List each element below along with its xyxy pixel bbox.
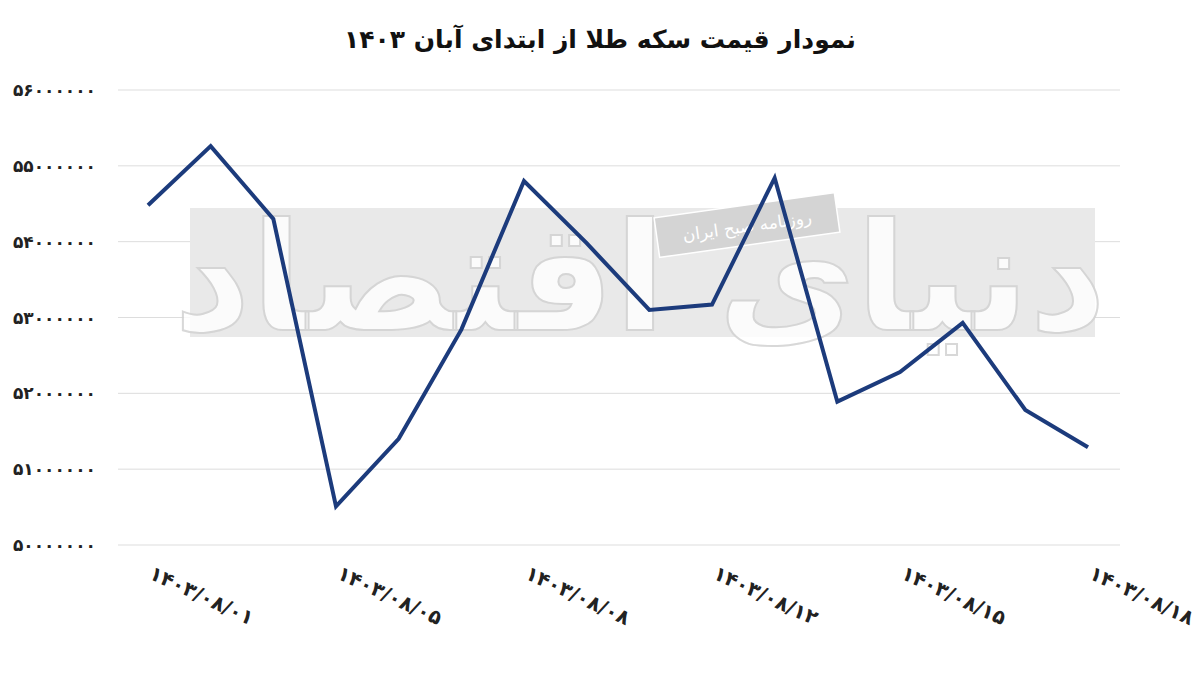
grid-line — [118, 469, 1120, 470]
x-tick-label: ۱۴۰۳/۰۸/۰۱ — [146, 561, 258, 630]
watermark-box — [654, 193, 840, 258]
y-tick-label: ۵۵۰۰۰۰۰۰ — [13, 156, 96, 176]
x-tick-label: ۱۴۰۳/۰۸/۱۲ — [710, 561, 822, 630]
x-tick-label: ۱۴۰۳/۰۸/۱۸ — [1086, 561, 1198, 630]
grid-line — [118, 165, 1120, 166]
watermark-text: دنیای اقتصاد — [174, 191, 1107, 365]
grid-line — [118, 90, 1120, 91]
price-line — [148, 146, 1088, 506]
y-tick-label: ۵۱۰۰۰۰۰۰ — [13, 459, 96, 479]
watermark: دنیای اقتصادروزنامه صبح ایران — [174, 191, 1107, 365]
x-tick-label: ۱۴۰۳/۰۸/۱۵ — [898, 561, 1010, 630]
y-tick-label: ۵۰۰۰۰۰۰۰ — [13, 535, 96, 555]
x-tick-label: ۱۴۰۳/۰۸/۰۸ — [522, 561, 634, 630]
chart: نمودار قیمت سکه طلا از ابتدای آبان ۱۴۰۳ ۵… — [0, 0, 1200, 675]
y-tick-label: ۵۳۰۰۰۰۰۰ — [13, 308, 96, 328]
y-tick-label: ۵۲۰۰۰۰۰۰ — [13, 383, 96, 403]
grid-line — [118, 393, 1120, 394]
title: نمودار قیمت سکه طلا از ابتدای آبان ۱۴۰۳ — [344, 24, 856, 55]
x-tick-label: ۱۴۰۳/۰۸/۰۵ — [334, 561, 446, 630]
y-tick-label: ۵۶۰۰۰۰۰۰ — [13, 80, 96, 100]
plot-area — [148, 146, 1088, 506]
grid-line — [118, 545, 1120, 546]
y-tick-label: ۵۴۰۰۰۰۰۰ — [13, 232, 96, 252]
